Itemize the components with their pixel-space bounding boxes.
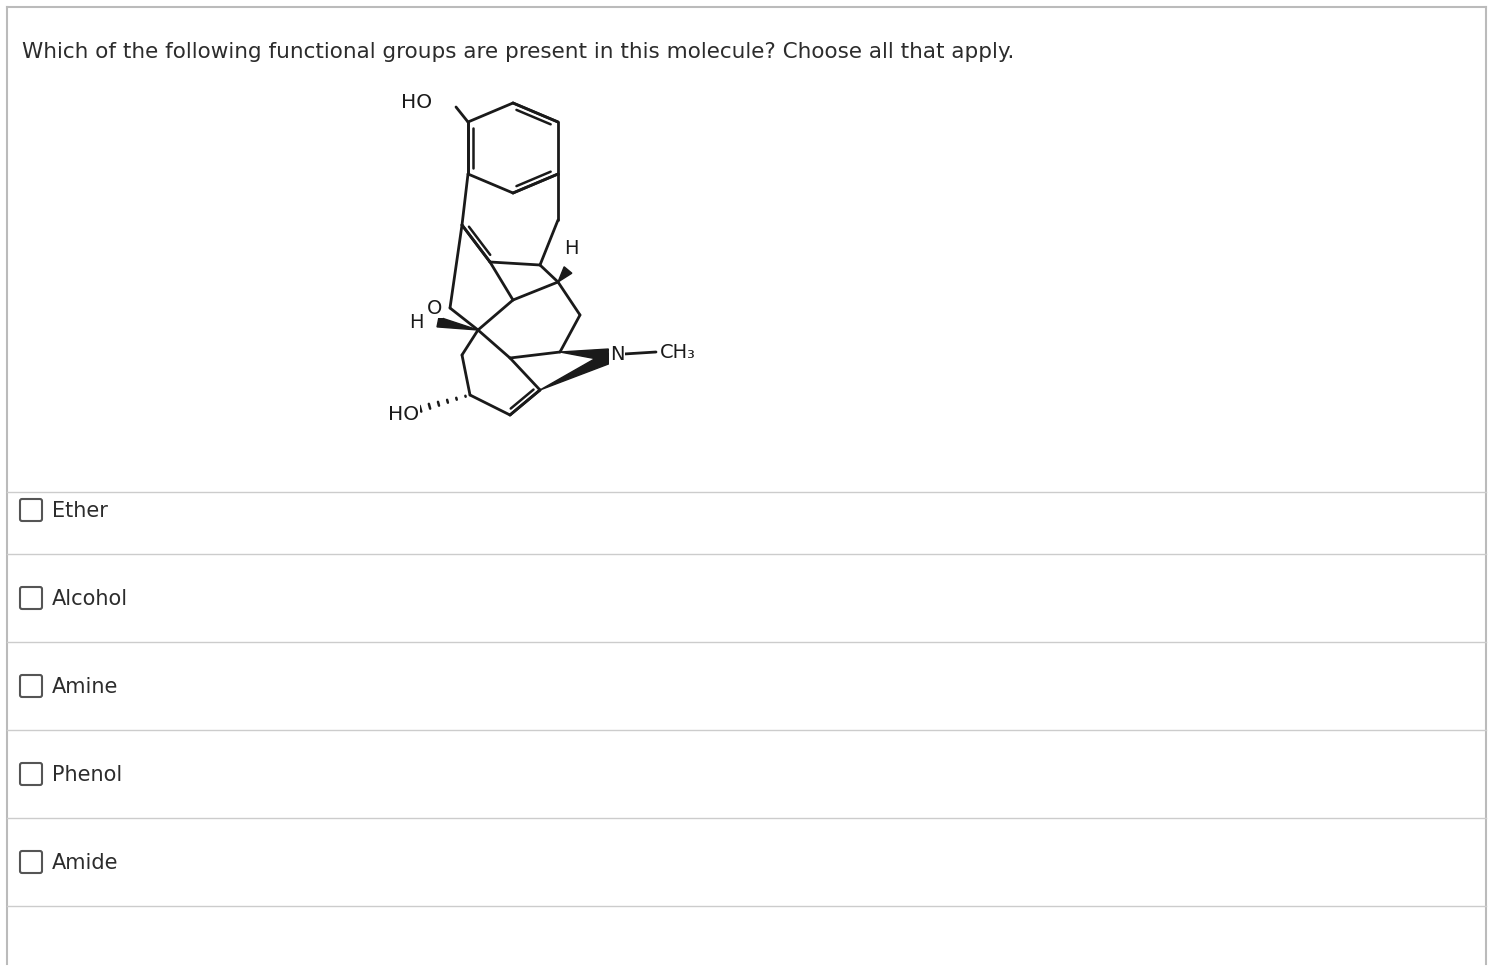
Text: Alcohol: Alcohol xyxy=(52,589,128,609)
Polygon shape xyxy=(540,352,612,390)
Polygon shape xyxy=(437,318,478,330)
Text: H: H xyxy=(564,239,578,258)
FancyBboxPatch shape xyxy=(19,675,42,697)
Text: Ether: Ether xyxy=(52,501,107,521)
Text: Which of the following functional groups are present in this molecule? Choose al: Which of the following functional groups… xyxy=(22,42,1014,62)
Text: Phenol: Phenol xyxy=(52,765,122,785)
FancyBboxPatch shape xyxy=(19,587,42,609)
FancyBboxPatch shape xyxy=(19,851,42,873)
Text: H: H xyxy=(409,313,424,331)
FancyBboxPatch shape xyxy=(19,499,42,521)
Text: Amine: Amine xyxy=(52,677,118,697)
Text: N: N xyxy=(611,346,624,364)
Text: Amide: Amide xyxy=(52,853,118,873)
Text: CH₃: CH₃ xyxy=(660,343,696,361)
Polygon shape xyxy=(558,267,572,282)
Text: HO: HO xyxy=(388,406,420,424)
FancyBboxPatch shape xyxy=(19,763,42,785)
Text: O: O xyxy=(427,298,442,318)
Text: HO: HO xyxy=(402,93,431,113)
Polygon shape xyxy=(560,349,608,361)
